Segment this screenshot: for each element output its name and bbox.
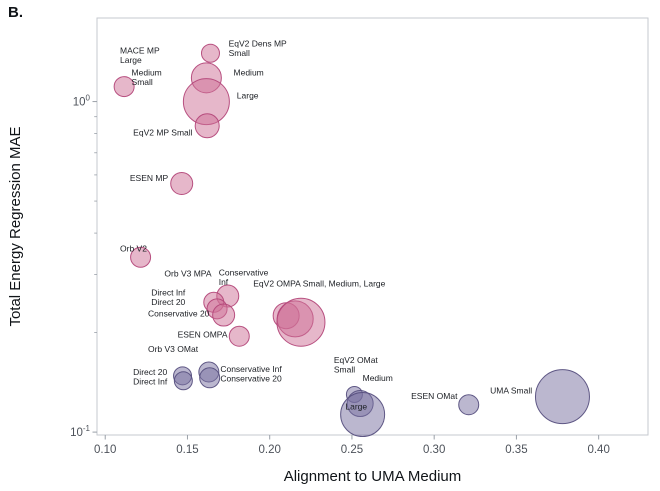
x-tick-label: 0.15 [176, 444, 198, 456]
x-axis-label: Alignment to UMA Medium [284, 468, 462, 485]
x-tick-label: 0.40 [587, 444, 609, 456]
point-label: Medium Small [132, 67, 162, 87]
y-tick-label: 10-1 [70, 424, 90, 439]
point-label: Orb V3 MPA [164, 268, 211, 278]
bubble [340, 392, 386, 438]
point-label: MACE MP Large [120, 45, 160, 65]
bubble [212, 303, 236, 327]
point-label: Conservative Inf Conservative 20 [220, 364, 282, 384]
point-label: Orb V3 OMat [148, 344, 199, 354]
panel-label: B. [8, 4, 23, 21]
plot-frame [96, 17, 649, 436]
x-tick-label: 0.30 [423, 444, 445, 456]
x-tick-label: 0.35 [505, 444, 527, 456]
bubbles [113, 43, 590, 438]
point-label: EqV2 OMat Small [334, 355, 379, 375]
x-tick-label: 0.10 [94, 444, 116, 456]
point-label: Large [345, 402, 367, 412]
point-label: EqV2 OMPA Small, Medium, Large [253, 278, 385, 288]
bubble [113, 76, 135, 98]
bubble [458, 394, 480, 416]
y-axis-label: Total Energy Regression MAE [7, 126, 24, 326]
bubble [534, 369, 590, 425]
point-label: Direct Inf Direct 20 [151, 287, 186, 307]
bubble [199, 367, 221, 389]
bubble [228, 325, 250, 347]
y-tick-label: 100 [73, 94, 91, 109]
bubble [276, 297, 326, 347]
point-label: Medium [363, 373, 393, 383]
point-label: Conservative 20 [148, 308, 210, 318]
bubble [130, 246, 152, 268]
point-label: Orb V2 [120, 243, 147, 253]
point-label: Direct 20 Direct Inf [133, 367, 168, 387]
point-label: Conservative Inf [219, 267, 269, 287]
point-label: UMA Small [490, 385, 532, 395]
x-tick-label: 0.20 [259, 444, 281, 456]
bubble [170, 172, 194, 196]
point-label: EqV2 MP Small [133, 127, 192, 137]
point-label: EqV2 Dens MP Small [229, 38, 287, 58]
bubble [173, 371, 193, 391]
bubble [200, 43, 220, 63]
point-label: Large [237, 91, 259, 101]
point-label: Medium [234, 67, 264, 77]
bubble [194, 113, 220, 139]
point-label: ESEN MP [130, 173, 169, 183]
point-label: ESEN OMPA [178, 330, 228, 340]
x-tick-label: 0.25 [341, 444, 363, 456]
point-label: ESEN OMat [411, 391, 458, 401]
